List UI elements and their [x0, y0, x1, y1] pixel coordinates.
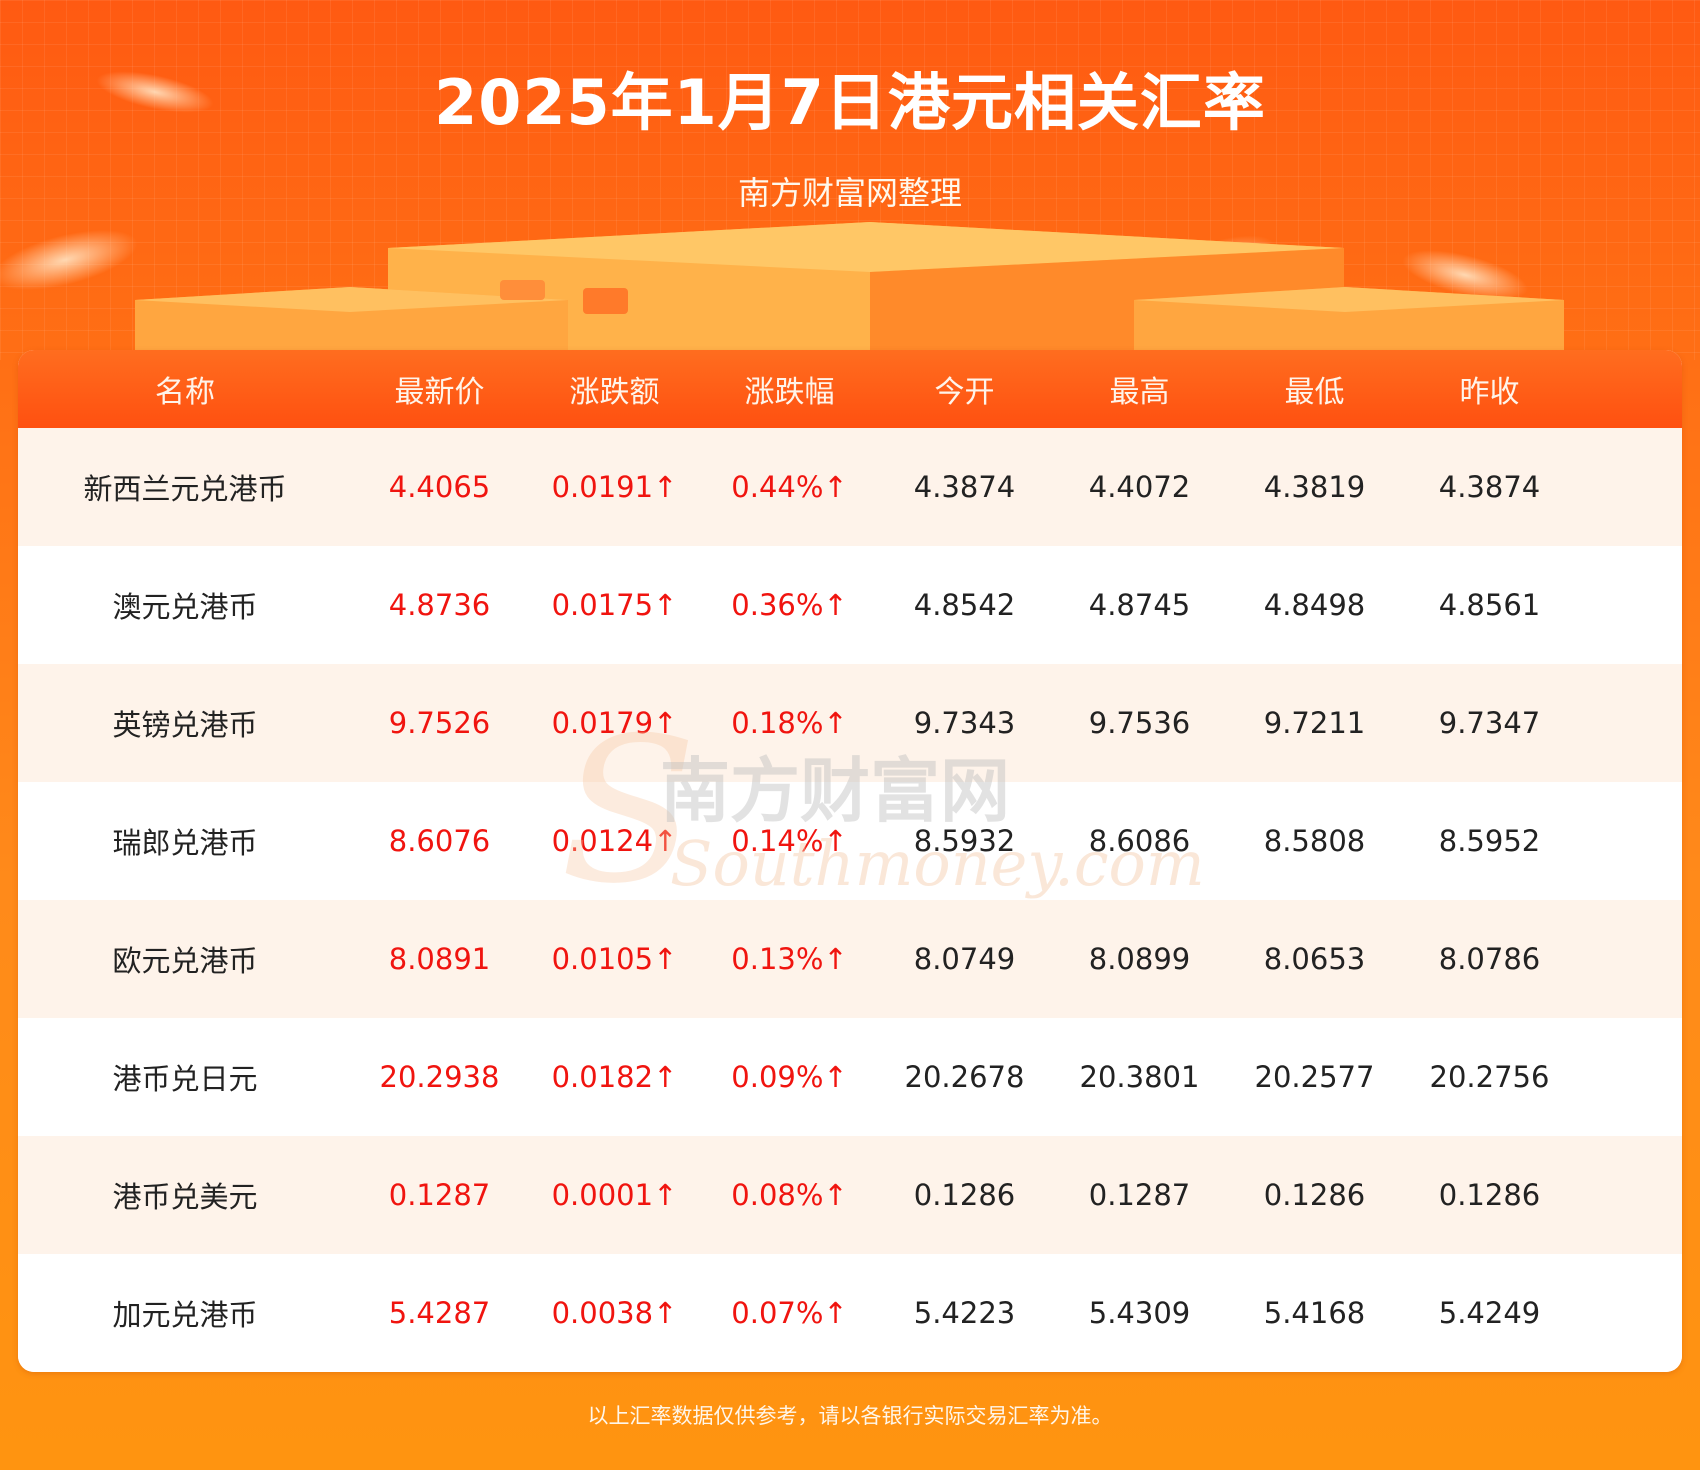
column-header-name: 名称 [155, 375, 215, 410]
high-price: 8.6086 [1088, 824, 1191, 858]
open-price: 9.7343 [913, 706, 1016, 740]
change-percent: 0.09%↑ [731, 1060, 848, 1094]
table-header: 名称 最新价 涨跌额 涨跌幅 今开 最高 最低 昨收 [18, 350, 1682, 428]
low-price: 8.0653 [1263, 942, 1366, 976]
change-percent: 0.36%↑ [731, 588, 848, 622]
latest-price: 8.6076 [388, 824, 491, 858]
low-price: 4.8498 [1263, 588, 1366, 622]
latest-price: 0.1287 [388, 1178, 491, 1212]
high-price: 9.7536 [1088, 706, 1191, 740]
page-subtitle: 南方财富网整理 [737, 174, 962, 212]
podium-illustration [135, 222, 1564, 350]
high-price: 20.3801 [1079, 1060, 1200, 1094]
low-price: 0.1286 [1263, 1178, 1366, 1212]
change-percent: 0.07%↑ [731, 1296, 848, 1330]
change-amount: 0.0182↑ [551, 1060, 678, 1094]
column-header-prev-close: 昨收 [1459, 375, 1520, 410]
prev-close-price: 8.5952 [1438, 824, 1541, 858]
latest-price: 5.4287 [388, 1296, 491, 1330]
latest-price: 20.2938 [379, 1060, 500, 1094]
high-price: 4.4072 [1088, 470, 1191, 504]
change-percent: 0.08%↑ [731, 1178, 848, 1212]
latest-price: 8.0891 [388, 942, 491, 976]
change-amount: 0.0191↑ [551, 470, 678, 504]
table-row: 欧元兑港币 8.0891 0.0105↑ 0.13%↑ 8.0749 8.089… [18, 900, 1682, 1018]
column-header-high: 最高 [1109, 375, 1170, 410]
change-percent: 0.13%↑ [731, 942, 848, 976]
open-price: 20.2678 [904, 1060, 1025, 1094]
change-amount: 0.0001↑ [551, 1178, 678, 1212]
table-row: 港币兑美元 0.1287 0.0001↑ 0.08%↑ 0.1286 0.128… [18, 1136, 1682, 1254]
column-header-low: 最低 [1284, 375, 1345, 410]
high-price: 4.8745 [1088, 588, 1191, 622]
column-header-latest: 最新价 [394, 375, 485, 410]
currency-pair-name: 加元兑港币 [112, 1298, 258, 1332]
change-amount: 0.0124↑ [551, 824, 678, 858]
low-price: 8.5808 [1263, 824, 1366, 858]
disclaimer-note: 以上汇率数据仅供参考，请以各银行实际交易汇率为准。 [587, 1404, 1113, 1428]
change-amount: 0.0179↑ [551, 706, 678, 740]
table-row: 港币兑日元 20.2938 0.0182↑ 0.09%↑ 20.2678 20.… [18, 1018, 1682, 1136]
open-price: 5.4223 [913, 1296, 1016, 1330]
table-row: 澳元兑港币 4.8736 0.0175↑ 0.36%↑ 4.8542 4.874… [18, 546, 1682, 664]
table-row: 瑞郎兑港币 8.6076 0.0124↑ 0.14%↑ 8.5932 8.608… [18, 782, 1682, 900]
currency-pair-name: 瑞郎兑港币 [112, 826, 258, 860]
change-amount: 0.0175↑ [551, 588, 678, 622]
currency-pair-name: 澳元兑港币 [112, 590, 258, 624]
table-row: 新西兰元兑港币 4.4065 0.0191↑ 0.44%↑ 4.3874 4.4… [18, 428, 1682, 546]
column-header-change: 涨跌额 [569, 375, 660, 410]
open-price: 0.1286 [913, 1178, 1016, 1212]
column-header-open: 今开 [934, 375, 995, 410]
low-price: 20.2577 [1254, 1060, 1375, 1094]
change-percent: 0.18%↑ [731, 706, 848, 740]
currency-pair-name: 港币兑美元 [112, 1180, 258, 1214]
table-row: 加元兑港币 5.4287 0.0038↑ 0.07%↑ 5.4223 5.430… [18, 1254, 1682, 1372]
prev-close-price: 0.1286 [1438, 1178, 1541, 1212]
latest-price: 4.8736 [388, 588, 491, 622]
change-percent: 0.44%↑ [731, 470, 848, 504]
low-price: 5.4168 [1263, 1296, 1366, 1330]
prev-close-price: 4.3874 [1438, 470, 1541, 504]
page-title: 2025年1月7日港元相关汇率 [434, 66, 1266, 139]
currency-pair-name: 英镑兑港币 [112, 708, 258, 742]
rates-table: 名称 最新价 涨跌额 涨跌幅 今开 最高 最低 昨收 新西兰元兑港币 4.406… [18, 350, 1682, 1372]
low-price: 9.7211 [1263, 706, 1366, 740]
currency-pair-name: 港币兑日元 [112, 1062, 258, 1096]
high-price: 8.0899 [1088, 942, 1191, 976]
open-price: 8.5932 [913, 824, 1016, 858]
prev-close-price: 4.8561 [1438, 588, 1541, 622]
prev-close-price: 9.7347 [1438, 706, 1541, 740]
latest-price: 4.4065 [388, 470, 491, 504]
change-amount: 0.0105↑ [551, 942, 678, 976]
low-price: 4.3819 [1263, 470, 1366, 504]
change-amount: 0.0038↑ [551, 1296, 678, 1330]
prev-close-price: 8.0786 [1438, 942, 1541, 976]
open-price: 4.3874 [913, 470, 1016, 504]
prev-close-price: 20.2756 [1429, 1060, 1550, 1094]
prev-close-price: 5.4249 [1438, 1296, 1541, 1330]
currency-pair-name: 新西兰元兑港币 [83, 472, 287, 506]
high-price: 0.1287 [1088, 1178, 1191, 1212]
table-row: 英镑兑港币 9.7526 0.0179↑ 0.18%↑ 9.7343 9.753… [18, 664, 1682, 782]
latest-price: 9.7526 [388, 706, 491, 740]
open-price: 4.8542 [913, 588, 1016, 622]
change-percent: 0.14%↑ [731, 824, 848, 858]
currency-pair-name: 欧元兑港币 [112, 944, 258, 978]
high-price: 5.4309 [1088, 1296, 1191, 1330]
open-price: 8.0749 [913, 942, 1016, 976]
column-header-change-pct: 涨跌幅 [744, 375, 835, 410]
